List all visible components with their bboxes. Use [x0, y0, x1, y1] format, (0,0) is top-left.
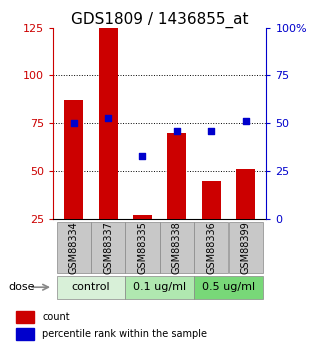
Text: GSM88338: GSM88338 — [172, 221, 182, 274]
Text: GSM88336: GSM88336 — [206, 221, 216, 274]
Bar — [91, 222, 125, 273]
Text: GSM88334: GSM88334 — [69, 221, 79, 274]
Text: GSM88399: GSM88399 — [241, 221, 251, 274]
Point — [174, 128, 179, 134]
Bar — [229, 222, 263, 273]
Title: GDS1809 / 1436855_at: GDS1809 / 1436855_at — [71, 11, 248, 28]
Text: 0.1 ug/ml: 0.1 ug/ml — [133, 282, 186, 292]
Text: 0.5 ug/ml: 0.5 ug/ml — [202, 282, 255, 292]
Point — [140, 153, 145, 159]
Point — [243, 119, 248, 124]
Text: percentile rank within the sample: percentile rank within the sample — [42, 329, 207, 339]
Bar — [194, 222, 228, 273]
Bar — [64, 100, 83, 219]
Bar — [194, 276, 263, 299]
Bar — [202, 181, 221, 219]
Text: dose: dose — [8, 283, 35, 292]
Text: control: control — [72, 282, 110, 292]
Bar — [16, 328, 33, 340]
Bar — [160, 222, 194, 273]
Bar — [236, 169, 255, 219]
Bar — [56, 276, 125, 299]
Bar — [133, 215, 152, 219]
Bar — [126, 276, 194, 299]
Point — [71, 120, 76, 126]
Bar — [168, 133, 187, 219]
Text: GSM88335: GSM88335 — [137, 221, 147, 274]
Bar — [16, 310, 33, 323]
Text: GSM88337: GSM88337 — [103, 221, 113, 274]
Text: count: count — [42, 312, 70, 322]
Point — [106, 115, 111, 120]
Point — [209, 128, 214, 134]
Bar — [126, 222, 160, 273]
Bar — [56, 222, 91, 273]
Bar — [99, 28, 117, 219]
